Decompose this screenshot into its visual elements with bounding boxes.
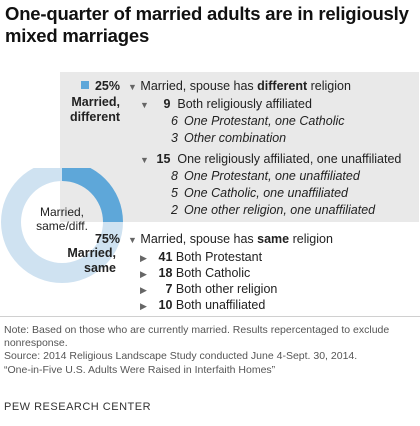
same-item-unaffiliated: ▶ 10 Both unaffiliated [140, 298, 266, 312]
list-item: 8 One Protestant, one unaffiliated [171, 169, 360, 183]
same-label: Married, same [67, 246, 116, 275]
different-swatch [80, 81, 89, 89]
same-header: ▼ Married, spouse has same religion [128, 232, 333, 246]
same-item-catholic: ▶ 18 Both Catholic [140, 266, 251, 280]
slice-married-same [1, 168, 123, 283]
donut-chart: Married, same/diff. [1, 168, 123, 283]
pew-credit: PEW RESEARCH CENTER [4, 401, 152, 413]
same-item-protestant: ▶ 41 Both Protestant [140, 250, 263, 264]
source: Source: 2014 Religious Landscape Study c… [4, 350, 358, 362]
triangle-right-icon: ▶ [140, 285, 147, 295]
triangle-down-icon: ▼ [128, 82, 137, 92]
note: Note: Based on those who are currently m… [4, 324, 390, 349]
list-item: 6 One Protestant, one Catholic [171, 114, 345, 128]
triangle-right-icon: ▶ [140, 269, 147, 279]
triangle-down-icon: ▼ [128, 235, 137, 245]
same-pct: 75% [94, 232, 120, 246]
group-one-unaffiliated: ▼ 15 One religiously affiliated, one una… [140, 152, 402, 166]
chart-title: One-quarter of married adults are in rel… [5, 3, 409, 46]
triangle-down-icon: ▼ [140, 155, 149, 165]
donut-center-label-1: Married, [40, 205, 84, 219]
divider [0, 316, 420, 317]
list-item: 3 Other combination [171, 131, 287, 145]
donut-center-label-2: same/diff. [36, 219, 88, 233]
triangle-right-icon: ▶ [140, 253, 147, 263]
different-panel [60, 72, 419, 222]
different-label: Married, different [70, 95, 120, 124]
triangle-right-icon: ▶ [140, 301, 147, 311]
different-header: ▼ Married, spouse has different religion [128, 79, 351, 93]
different-pct: 25% [60, 79, 120, 94]
report-title: “One-in-Five U.S. Adults Were Raised in … [4, 364, 276, 376]
same-item-other: ▶ 7 Both other religion [140, 282, 278, 296]
slice-married-different [62, 168, 123, 222]
triangle-down-icon: ▼ [140, 100, 149, 110]
list-item: 5 One Catholic, one unaffiliated [171, 186, 348, 200]
group-both-affiliated: ▼ 9 Both religiously affiliated [140, 97, 312, 111]
list-item: 2 One other religion, one unaffiliated [171, 203, 376, 217]
